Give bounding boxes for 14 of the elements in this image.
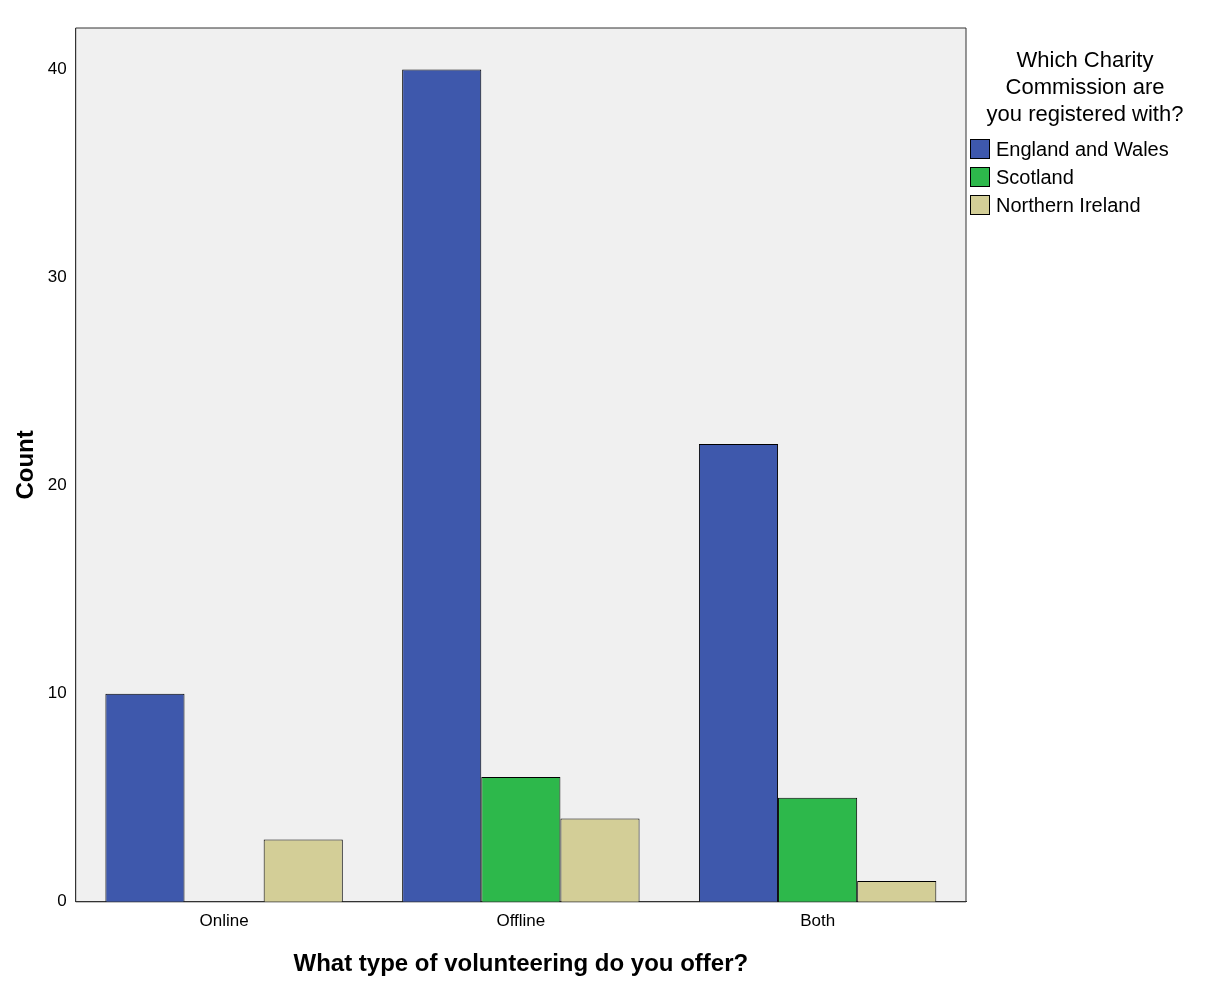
x-tick-label: Online bbox=[199, 910, 249, 930]
x-tick-label: Both bbox=[800, 910, 836, 930]
y-tick-label: 20 bbox=[47, 475, 67, 495]
y-axis-title: Count bbox=[11, 430, 39, 500]
x-axis-title: What type of volunteering do you offer? bbox=[293, 949, 749, 977]
legend-label: Northern Ireland bbox=[996, 193, 1141, 218]
y-tick-label: 40 bbox=[47, 59, 67, 79]
y-tick-label: 10 bbox=[47, 683, 67, 703]
y-tick-label: 0 bbox=[57, 891, 67, 911]
x-tick-label: Offline bbox=[496, 910, 546, 930]
y-tick-label: 30 bbox=[47, 267, 67, 287]
legend-label: England and Wales bbox=[996, 137, 1169, 162]
legend-label: Scotland bbox=[996, 165, 1074, 190]
legend-title: Which Charity Commission are you registered with? bbox=[985, 46, 1185, 128]
